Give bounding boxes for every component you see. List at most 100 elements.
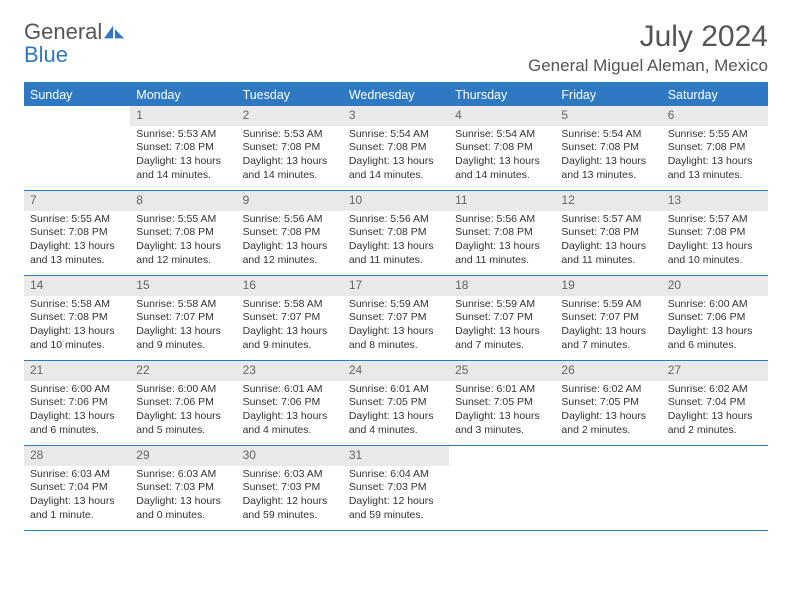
sunset-text: Sunset: 7:08 PM	[455, 226, 549, 240]
day-number: 12	[555, 191, 661, 211]
daylight-line-1: Daylight: 13 hours	[243, 325, 337, 339]
daylight-line-2: and 6 minutes.	[668, 339, 762, 353]
day-number: 27	[662, 361, 768, 381]
sunrise-text: Sunrise: 5:54 AM	[561, 128, 655, 142]
daylight-line-2: and 5 minutes.	[136, 424, 230, 438]
calendar-week-row: 21Sunrise: 6:00 AMSunset: 7:06 PMDayligh…	[24, 361, 768, 446]
day-number: 28	[24, 446, 130, 466]
day-details: Sunrise: 5:54 AMSunset: 7:08 PMDaylight:…	[449, 126, 555, 187]
day-number: 16	[237, 276, 343, 296]
day-details: Sunrise: 6:03 AMSunset: 7:03 PMDaylight:…	[130, 466, 236, 527]
day-details: Sunrise: 5:59 AMSunset: 7:07 PMDaylight:…	[343, 296, 449, 357]
calendar-day-cell: 8Sunrise: 5:55 AMSunset: 7:08 PMDaylight…	[130, 191, 236, 276]
daylight-line-2: and 2 minutes.	[668, 424, 762, 438]
sunrise-text: Sunrise: 5:53 AM	[136, 128, 230, 142]
day-number: 15	[130, 276, 236, 296]
calendar-day-cell: 18Sunrise: 5:59 AMSunset: 7:07 PMDayligh…	[449, 276, 555, 361]
day-details: Sunrise: 5:57 AMSunset: 7:08 PMDaylight:…	[555, 211, 661, 272]
daylight-line-1: Daylight: 13 hours	[668, 240, 762, 254]
daylight-line-1: Daylight: 13 hours	[136, 155, 230, 169]
day-number: 31	[343, 446, 449, 466]
sunset-text: Sunset: 7:08 PM	[561, 226, 655, 240]
sunset-text: Sunset: 7:05 PM	[349, 396, 443, 410]
day-number: 4	[449, 106, 555, 126]
day-number: 9	[237, 191, 343, 211]
sunset-text: Sunset: 7:08 PM	[136, 226, 230, 240]
calendar-day-cell: 12Sunrise: 5:57 AMSunset: 7:08 PMDayligh…	[555, 191, 661, 276]
daylight-line-2: and 8 minutes.	[349, 339, 443, 353]
sunrise-text: Sunrise: 5:58 AM	[136, 298, 230, 312]
calendar-week-row: 7Sunrise: 5:55 AMSunset: 7:08 PMDaylight…	[24, 191, 768, 276]
daylight-line-2: and 13 minutes.	[561, 169, 655, 183]
sunset-text: Sunset: 7:06 PM	[243, 396, 337, 410]
day-details: Sunrise: 6:02 AMSunset: 7:04 PMDaylight:…	[662, 381, 768, 442]
calendar-day-cell: 23Sunrise: 6:01 AMSunset: 7:06 PMDayligh…	[237, 361, 343, 446]
sunset-text: Sunset: 7:08 PM	[668, 141, 762, 155]
calendar-day-cell: 11Sunrise: 5:56 AMSunset: 7:08 PMDayligh…	[449, 191, 555, 276]
weekday-header-row: Sunday Monday Tuesday Wednesday Thursday…	[24, 83, 768, 106]
day-details: Sunrise: 5:56 AMSunset: 7:08 PMDaylight:…	[449, 211, 555, 272]
sunset-text: Sunset: 7:08 PM	[455, 141, 549, 155]
header: General Blue July 2024 General Miguel Al…	[24, 20, 768, 76]
day-number: 5	[555, 106, 661, 126]
day-number: 19	[555, 276, 661, 296]
sunrise-text: Sunrise: 5:56 AM	[349, 213, 443, 227]
daylight-line-1: Daylight: 13 hours	[455, 240, 549, 254]
daylight-line-1: Daylight: 13 hours	[349, 325, 443, 339]
sunrise-text: Sunrise: 5:55 AM	[136, 213, 230, 227]
day-details: Sunrise: 5:56 AMSunset: 7:08 PMDaylight:…	[237, 211, 343, 272]
sunrise-text: Sunrise: 6:01 AM	[243, 383, 337, 397]
calendar-day-cell: 1Sunrise: 5:53 AMSunset: 7:08 PMDaylight…	[130, 106, 236, 191]
sunset-text: Sunset: 7:08 PM	[30, 226, 124, 240]
sunrise-text: Sunrise: 5:58 AM	[243, 298, 337, 312]
calendar-day-cell: 27Sunrise: 6:02 AMSunset: 7:04 PMDayligh…	[662, 361, 768, 446]
daylight-line-2: and 14 minutes.	[349, 169, 443, 183]
day-number: 25	[449, 361, 555, 381]
day-details: Sunrise: 5:53 AMSunset: 7:08 PMDaylight:…	[130, 126, 236, 187]
daylight-line-1: Daylight: 13 hours	[30, 410, 124, 424]
day-number: 29	[130, 446, 236, 466]
sunrise-text: Sunrise: 6:00 AM	[30, 383, 124, 397]
day-details: Sunrise: 5:58 AMSunset: 7:07 PMDaylight:…	[237, 296, 343, 357]
daylight-line-1: Daylight: 13 hours	[136, 240, 230, 254]
day-number: 6	[662, 106, 768, 126]
calendar-day-cell: 26Sunrise: 6:02 AMSunset: 7:05 PMDayligh…	[555, 361, 661, 446]
day-details: Sunrise: 5:55 AMSunset: 7:08 PMDaylight:…	[130, 211, 236, 272]
daylight-line-1: Daylight: 13 hours	[136, 495, 230, 509]
sunset-text: Sunset: 7:07 PM	[136, 311, 230, 325]
calendar-day-cell: 2Sunrise: 5:53 AMSunset: 7:08 PMDaylight…	[237, 106, 343, 191]
sunset-text: Sunset: 7:07 PM	[455, 311, 549, 325]
sunset-text: Sunset: 7:08 PM	[243, 141, 337, 155]
daylight-line-2: and 11 minutes.	[455, 254, 549, 268]
daylight-line-1: Daylight: 12 hours	[243, 495, 337, 509]
daylight-line-2: and 10 minutes.	[668, 254, 762, 268]
sunrise-text: Sunrise: 6:03 AM	[136, 468, 230, 482]
calendar-day-cell	[24, 106, 130, 191]
sunset-text: Sunset: 7:03 PM	[243, 481, 337, 495]
day-details: Sunrise: 6:01 AMSunset: 7:06 PMDaylight:…	[237, 381, 343, 442]
calendar-day-cell	[449, 446, 555, 531]
daylight-line-2: and 9 minutes.	[136, 339, 230, 353]
day-number: 26	[555, 361, 661, 381]
calendar-week-row: 28Sunrise: 6:03 AMSunset: 7:04 PMDayligh…	[24, 446, 768, 531]
calendar-day-cell: 5Sunrise: 5:54 AMSunset: 7:08 PMDaylight…	[555, 106, 661, 191]
calendar-day-cell: 24Sunrise: 6:01 AMSunset: 7:05 PMDayligh…	[343, 361, 449, 446]
sunset-text: Sunset: 7:04 PM	[668, 396, 762, 410]
sunrise-text: Sunrise: 6:01 AM	[455, 383, 549, 397]
calendar-day-cell: 25Sunrise: 6:01 AMSunset: 7:05 PMDayligh…	[449, 361, 555, 446]
day-details: Sunrise: 5:55 AMSunset: 7:08 PMDaylight:…	[24, 211, 130, 272]
calendar-day-cell	[662, 446, 768, 531]
sunrise-text: Sunrise: 5:58 AM	[30, 298, 124, 312]
calendar-day-cell: 9Sunrise: 5:56 AMSunset: 7:08 PMDaylight…	[237, 191, 343, 276]
sunrise-text: Sunrise: 5:59 AM	[455, 298, 549, 312]
daylight-line-1: Daylight: 13 hours	[243, 240, 337, 254]
calendar-day-cell: 7Sunrise: 5:55 AMSunset: 7:08 PMDaylight…	[24, 191, 130, 276]
month-title: July 2024	[528, 20, 768, 54]
sunrise-text: Sunrise: 6:00 AM	[668, 298, 762, 312]
daylight-line-1: Daylight: 13 hours	[30, 325, 124, 339]
logo-sail-icon	[104, 25, 126, 39]
sunset-text: Sunset: 7:05 PM	[561, 396, 655, 410]
day-details: Sunrise: 5:54 AMSunset: 7:08 PMDaylight:…	[555, 126, 661, 187]
daylight-line-2: and 59 minutes.	[243, 509, 337, 523]
day-number: 10	[343, 191, 449, 211]
